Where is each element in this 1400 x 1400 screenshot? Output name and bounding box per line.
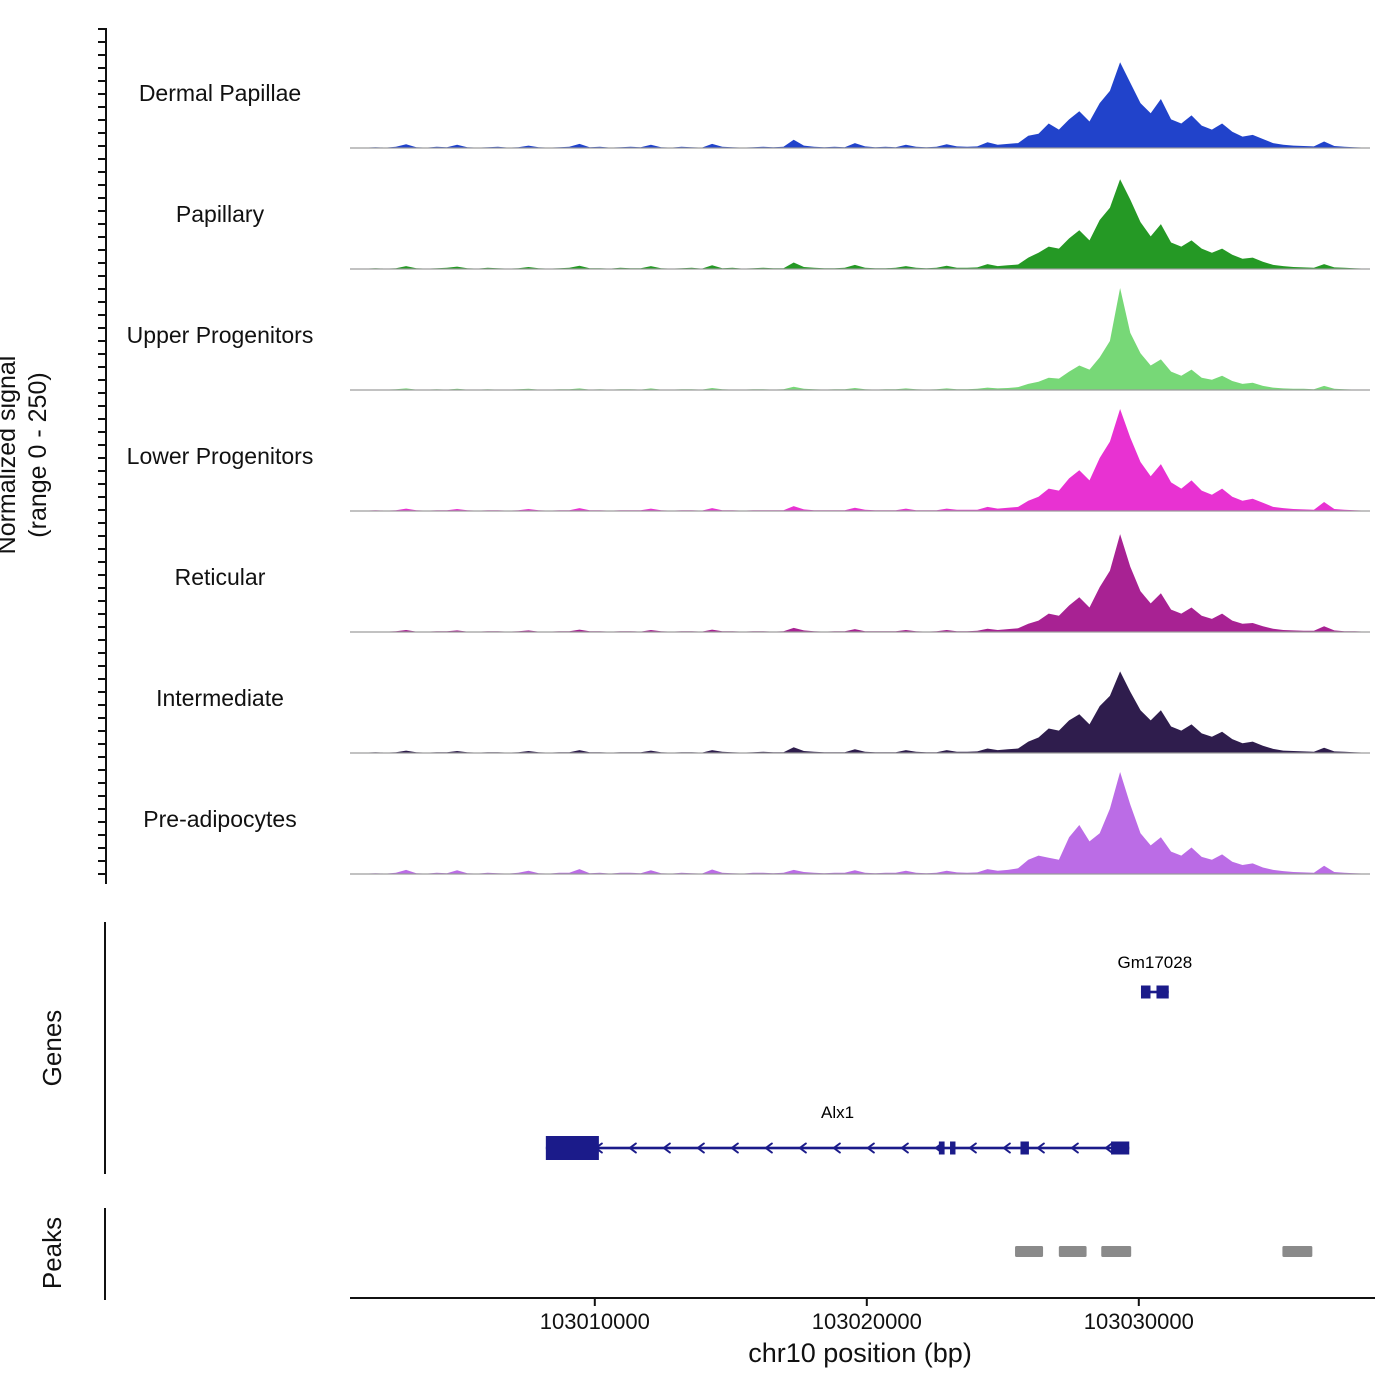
strand-arrow-icon	[1070, 1142, 1079, 1154]
signal-polygon	[350, 179, 1370, 269]
track-label: Pre-adipocytes	[143, 805, 297, 832]
strand-arrow-icon	[730, 1142, 739, 1154]
gene-exon	[1156, 985, 1169, 999]
track-baseline	[350, 268, 1370, 270]
peak-box	[1058, 1246, 1087, 1257]
peaks-section-label: Peaks	[37, 1216, 67, 1290]
signal-track-row: Lower Progenitors	[0, 400, 1400, 512]
peaks-section-line	[104, 1208, 106, 1300]
track-label: Papillary	[175, 200, 265, 227]
gene-exon	[1111, 1141, 1130, 1155]
gene-intron-line	[545, 1146, 1130, 1150]
signal-track-row: Intermediate	[0, 642, 1400, 754]
x-axis-tick-label: 103020000	[812, 1309, 922, 1334]
signal-polygon	[350, 288, 1370, 390]
track-label: Reticular	[174, 563, 266, 590]
gene-model: Alx1	[545, 1103, 1130, 1160]
gene-exon	[545, 1136, 599, 1160]
gene-exon	[950, 1141, 956, 1155]
track-baseline	[350, 752, 1370, 754]
strand-arrow-icon	[832, 1142, 841, 1154]
strand-arrow-icon	[764, 1142, 773, 1154]
peaks-track	[1015, 1246, 1313, 1257]
peak-box	[1282, 1246, 1313, 1257]
x-axis-line	[350, 1297, 1375, 1299]
signal-polygon	[350, 62, 1370, 148]
gene-exon	[938, 1141, 945, 1155]
signal-track-row: Upper Progenitors	[0, 279, 1400, 391]
track-signal-area	[350, 534, 1370, 633]
track-signal-area	[350, 409, 1370, 512]
signal-polygon	[350, 772, 1370, 874]
signal-track-row: Reticular	[0, 521, 1400, 633]
strand-arrow-icon	[662, 1142, 671, 1154]
gene-label: Alx1	[821, 1103, 854, 1122]
gene-exon	[1140, 985, 1151, 999]
strand-arrow-icon	[1104, 1142, 1113, 1154]
track-baseline	[350, 389, 1370, 391]
signal-track-row: Papillary	[0, 158, 1400, 270]
strand-arrow-icon	[798, 1142, 807, 1154]
track-baseline	[350, 510, 1370, 512]
x-axis-title: chr10 position (bp)	[748, 1338, 972, 1368]
track-signal-area	[350, 671, 1370, 754]
track-label: Lower Progenitors	[126, 442, 314, 469]
signal-track-row: Pre-adipocytes	[0, 763, 1400, 875]
signal-polygon	[350, 534, 1370, 632]
strand-arrow-icon	[866, 1142, 875, 1154]
track-label: Dermal Papillae	[138, 79, 302, 106]
gene-exon	[1020, 1141, 1029, 1155]
track-signal-area	[350, 179, 1370, 270]
x-axis-tick	[1137, 1297, 1140, 1306]
track-signal-area	[350, 772, 1370, 875]
x-axis: 103010000 103020000 103030000	[350, 1297, 1375, 1334]
genes-section-line	[104, 922, 106, 1174]
peak-box	[1101, 1246, 1132, 1257]
strand-arrow-icon	[1036, 1142, 1045, 1154]
strand-arrow-icon	[628, 1142, 637, 1154]
strand-arrow-icon	[968, 1142, 977, 1154]
track-label: Intermediate	[156, 684, 284, 711]
signal-axis-ticks	[96, 28, 107, 884]
strand-arrow-icon	[1002, 1142, 1011, 1154]
x-axis-tick	[593, 1297, 596, 1306]
track-baseline	[350, 147, 1370, 149]
track-label: Upper Progenitors	[126, 321, 314, 348]
x-axis-tick	[865, 1297, 868, 1306]
x-axis-tick-label: 103030000	[1084, 1309, 1194, 1334]
x-axis-tick-label: 103010000	[540, 1309, 650, 1334]
track-baseline	[350, 873, 1370, 875]
track-signal-area	[350, 288, 1370, 391]
genes-section-label: Genes	[37, 1009, 67, 1087]
gene-label: Gm17028	[1118, 953, 1193, 972]
peak-box	[1015, 1246, 1044, 1257]
signal-polygon	[350, 409, 1370, 511]
track-signal-area	[350, 62, 1370, 149]
track-baseline	[350, 631, 1370, 633]
signal-track-row: Dermal Papillae	[0, 37, 1400, 149]
gene-model: Gm17028	[1118, 953, 1193, 999]
gene-intron-line	[1140, 990, 1169, 994]
strand-arrow-icon	[696, 1142, 705, 1154]
genes-track: Gm17028 Alx1	[545, 953, 1193, 1160]
strand-arrow-icon	[900, 1142, 909, 1154]
signal-polygon	[350, 671, 1370, 753]
